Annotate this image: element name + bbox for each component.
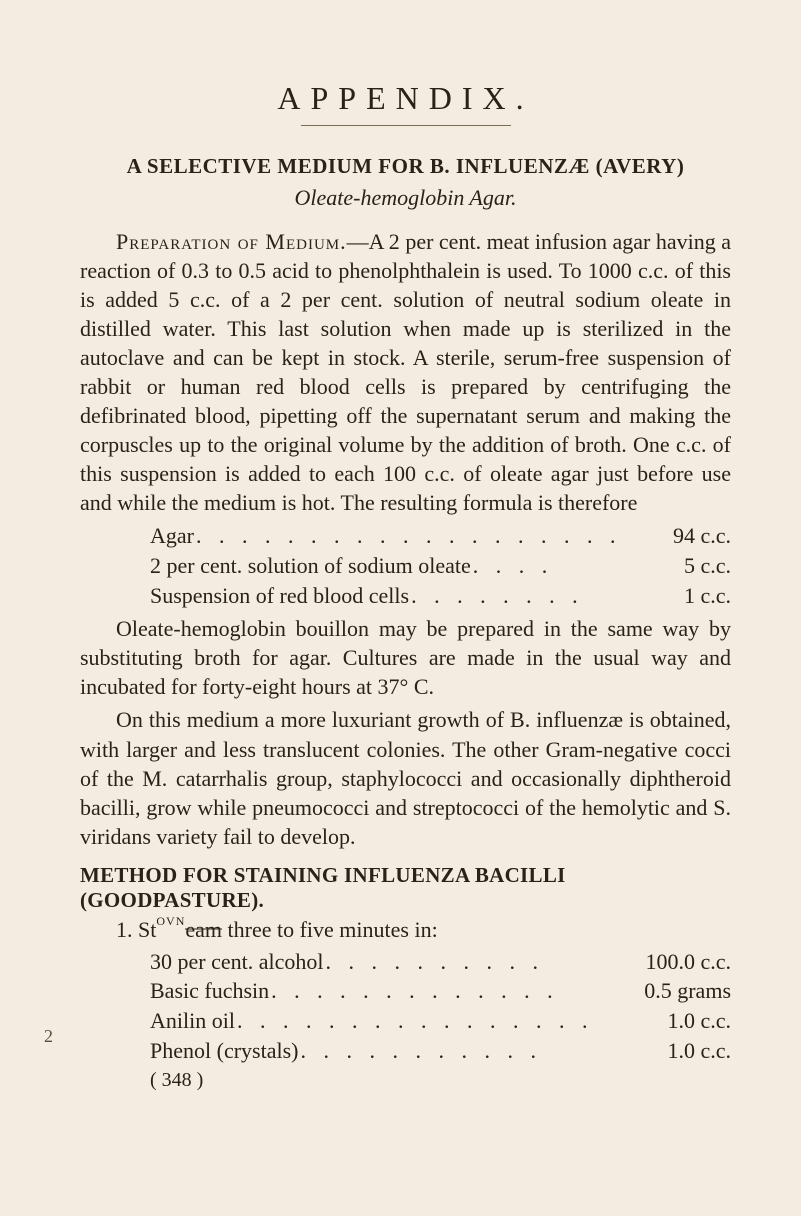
leader-dots: . . . . . . . . [409,581,641,611]
steam-suffix: three to five minutes in: [222,917,438,942]
recipe-block: 30 per cent. alcohol . . . . . . . . . .… [150,947,731,1066]
para1-rest: —A 2 per cent. meat infusion agar having… [80,229,731,515]
para1-lead: Preparation of Medium. [116,229,347,254]
formula-value: 5 c.c. [641,551,731,581]
leader-dots: . . . . . . . . . . . . . . . . . . . [194,521,641,551]
paragraph-preparation: Preparation of Medium.—A 2 per cent. mea… [80,227,731,517]
steam-overwrite: OVN [156,914,185,928]
recipe-row: Phenol (crystals) . . . . . . . . . . . … [150,1036,731,1066]
formula-value: 1 c.c. [641,581,731,611]
recipe-label: 30 per cent. alcohol [150,947,324,977]
subheading: Oleate-hemoglobin Agar. [80,185,731,211]
formula-block: Agar . . . . . . . . . . . . . . . . . .… [150,521,731,610]
page: APPENDIX. A SELECTIVE MEDIUM FOR B. INFL… [0,0,801,1216]
leader-dots: . . . . . . . . . . . [298,1036,641,1066]
recipe-value: 1.0 c.c. [641,1006,731,1036]
method-heading: METHOD FOR STAINING INFLUENZA BACILLI (G… [80,863,731,913]
formula-row: 2 per cent. solution of sodium oleate . … [150,551,731,581]
formula-label: Agar [150,521,194,551]
recipe-label: Basic fuchsin [150,976,269,1006]
section-heading: A SELECTIVE MEDIUM FOR B. INFLUENZÆ (AVE… [80,154,731,179]
leader-dots: . . . . . . . . . . . . . [269,976,641,1006]
appendix-title: APPENDIX. [80,80,731,117]
recipe-value: 1.0 c.c. [641,1036,731,1066]
steam-strike: eam [185,917,222,942]
leader-dots: . . . . . . . . . . [324,947,642,977]
recipe-row: 30 per cent. alcohol . . . . . . . . . .… [150,947,731,977]
recipe-value: 0.5 grams [641,976,731,1006]
recipe-value: 100.0 c.c. [641,947,731,977]
recipe-label: Anilin oil [150,1006,235,1036]
title-rule [301,125,511,126]
formula-row: Suspension of red blood cells . . . . . … [150,581,731,611]
leader-dots: . . . . [471,551,641,581]
formula-label: 2 per cent. solution of sodium oleate [150,551,471,581]
margin-annotation: 2 [44,1026,53,1047]
formula-value: 94 c.c. [641,521,731,551]
formula-row: Agar . . . . . . . . . . . . . . . . . .… [150,521,731,551]
steam-line: 1. StOVNeam three to five minutes in: [80,917,731,943]
page-number: ( 348 ) [150,1069,731,1092]
paragraph-bouillon: Oleate-hemoglobin bouillon may be prepar… [80,614,731,701]
steam-prefix: 1. St [116,917,156,942]
paragraph-growth: On this medium a more luxuriant growth o… [80,705,731,850]
leader-dots: . . . . . . . . . . . . . . . . [235,1006,641,1036]
recipe-row: Anilin oil . . . . . . . . . . . . . . .… [150,1006,731,1036]
recipe-row: Basic fuchsin . . . . . . . . . . . . . … [150,976,731,1006]
formula-label: Suspension of red blood cells [150,581,409,611]
recipe-label: Phenol (crystals) [150,1036,298,1066]
